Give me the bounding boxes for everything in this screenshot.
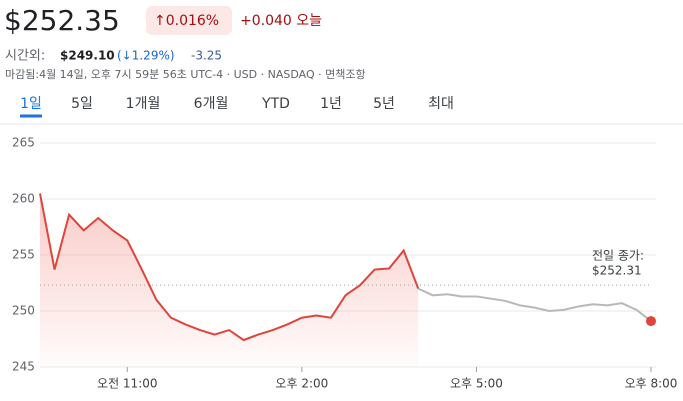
tab-bar: 1일 5일 1개월 6개월 YTD 1년 5년 최대 [20, 96, 454, 112]
x-tick-label: 오후 2:00 [275, 377, 328, 391]
y-tick-label: 265 [12, 136, 35, 150]
range-tab[interactable]: 1개월 [126, 96, 161, 112]
price-line [417, 287, 652, 322]
change-today: +0.040 오늘 [240, 13, 322, 29]
after-hours-pct: (↓1.29%) [117, 49, 175, 63]
y-tick-label: 260 [12, 192, 35, 206]
end-dot [646, 316, 656, 327]
x-tick-label: 오전 11:00 [97, 377, 157, 391]
price-line [39, 193, 420, 342]
previous-close-title: 전일 종가: [592, 249, 644, 263]
range-tab[interactable]: 5년 [373, 96, 395, 112]
y-tick-label: 250 [12, 304, 35, 318]
range-tab[interactable]: 1일 [20, 96, 42, 112]
y-tick-label: 255 [12, 248, 35, 262]
previous-close-label: $252.31 [592, 264, 642, 278]
change-badge [146, 6, 232, 35]
range-tab[interactable]: 최대 [428, 96, 454, 112]
range-tab[interactable]: 5일 [71, 96, 93, 112]
x-tick-label: 오후 8:00 [625, 377, 678, 391]
after-hours-change: -3.25 [191, 49, 222, 63]
change-pct: ↑0.016% [154, 13, 219, 29]
price: $252.35 [4, 4, 120, 37]
range-tab[interactable]: YTD [261, 96, 290, 112]
after-hours-label: 시간외: [5, 49, 45, 64]
x-tick-label: 오후 5:00 [450, 377, 503, 391]
range-tab[interactable]: 6개월 [194, 96, 229, 112]
y-tick-label: 245 [12, 360, 35, 374]
range-tab[interactable]: 1년 [320, 96, 342, 112]
status: 마감됨:4월 14일, 오후 7시 59분 56초 UTC-4 · USD · … [5, 67, 366, 81]
after-hours-price: $249.10 [60, 49, 115, 63]
area [40, 193, 419, 367]
